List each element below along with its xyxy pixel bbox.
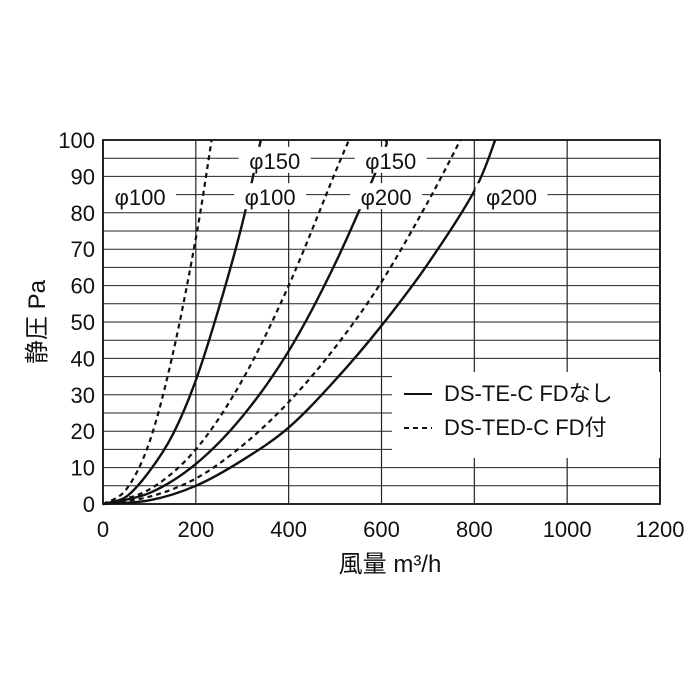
- y-tick-label: 20: [71, 419, 95, 444]
- y-tick-label: 0: [83, 492, 95, 517]
- curves: [102, 139, 497, 506]
- curve-label-background: [104, 183, 177, 210]
- y-tick-label: 100: [58, 128, 95, 153]
- legend: DS-TE-C FDなし DS-TED-C FD付: [392, 372, 660, 458]
- series-line-solid-5: [102, 139, 497, 506]
- legend-label: DS-TED-C FD付: [444, 415, 607, 440]
- y-tick-label: 60: [71, 274, 95, 299]
- series-line-dashed-0: [102, 139, 213, 505]
- legend-label: DS-TE-C FDなし: [444, 381, 613, 406]
- legend-box: [392, 372, 660, 458]
- curve-label: φ100: [115, 185, 166, 210]
- y-tick-label: 40: [71, 346, 95, 371]
- y-tick-label: 30: [71, 383, 95, 408]
- curve-label-background: [350, 183, 423, 210]
- curve-label: φ150: [365, 149, 416, 174]
- plot-frame: [102, 139, 661, 505]
- y-tick-label: 50: [71, 310, 95, 335]
- curve-label: φ200: [361, 185, 412, 210]
- x-tick-label: 400: [270, 517, 307, 542]
- y-axis-title: 静圧 Pa: [24, 279, 51, 364]
- curve-label: φ100: [245, 185, 296, 210]
- plot-border: [102, 139, 661, 505]
- curve-label-background: [354, 146, 427, 173]
- curve-label: φ200: [486, 185, 537, 210]
- x-tick-label: 1200: [636, 517, 685, 542]
- x-tick-label: 600: [363, 517, 400, 542]
- curve-label: φ150: [249, 149, 300, 174]
- series-line-dashed-4: [102, 139, 462, 506]
- x-tick-label: 800: [456, 517, 493, 542]
- y-tick-label: 90: [71, 164, 95, 189]
- y-tick-label: 80: [71, 201, 95, 226]
- x-tick-label: 0: [97, 517, 109, 542]
- x-axis-title: 風量 m³/h: [339, 551, 442, 578]
- y-tick-label: 10: [71, 456, 95, 481]
- y-tick-label: 70: [71, 237, 95, 262]
- curve-label-background: [234, 183, 307, 210]
- curve-label-background: [475, 183, 548, 210]
- x-tick-label: 1000: [543, 517, 592, 542]
- series-line-dashed-2: [102, 139, 351, 506]
- curve-label-background: [238, 146, 311, 173]
- series-line-solid-1: [102, 139, 262, 506]
- curve-labels: φ100 φ150 φ100 φ150 φ200 φ200: [104, 146, 548, 210]
- x-tick-label: 200: [177, 517, 214, 542]
